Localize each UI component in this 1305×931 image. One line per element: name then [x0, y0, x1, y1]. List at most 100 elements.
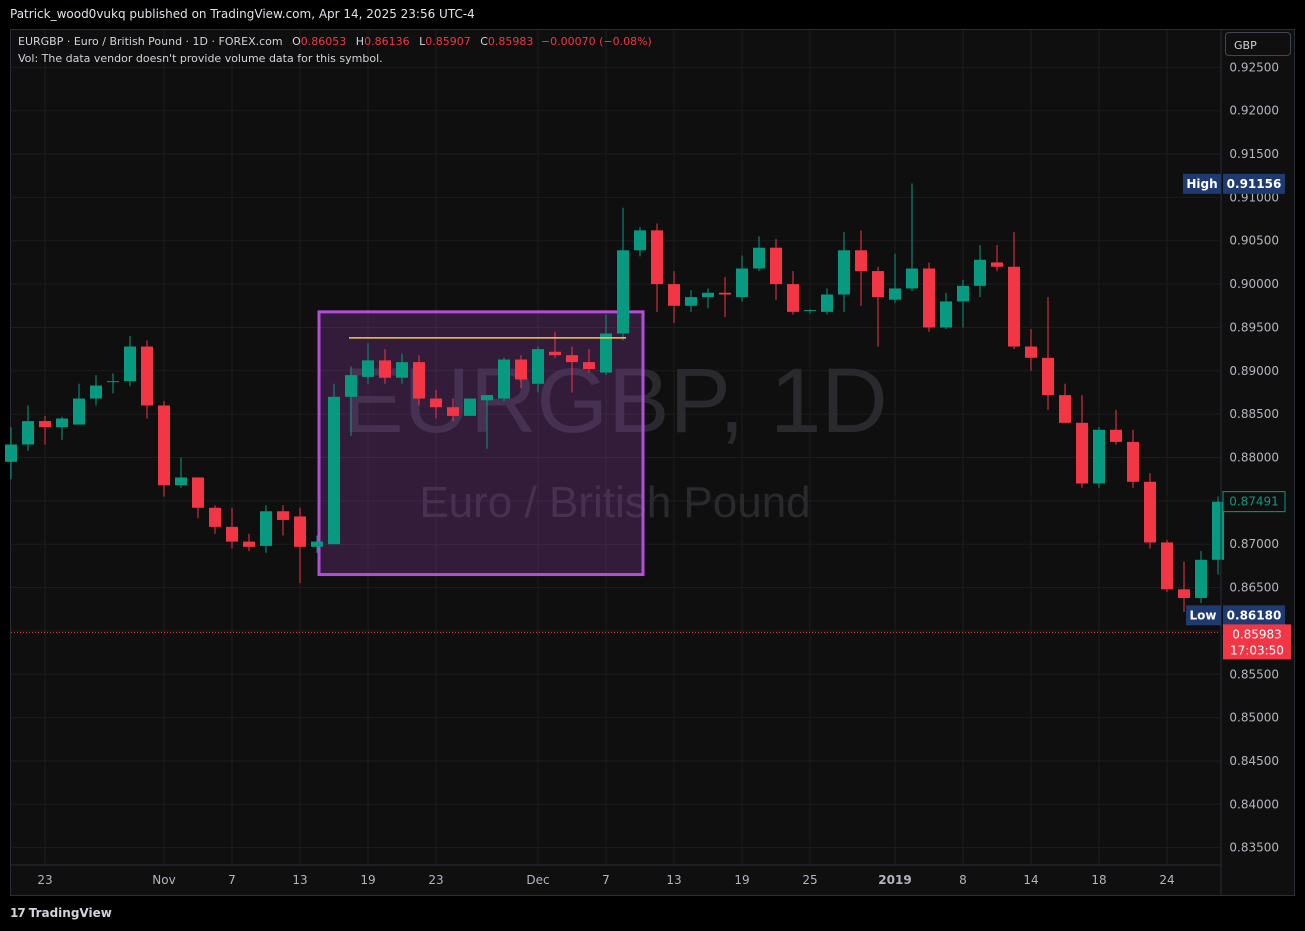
low-label-badge	[1186, 605, 1221, 626]
time-tick-label: 7	[228, 873, 236, 887]
time-tick-label: 18	[1091, 873, 1106, 887]
time-tick-label: 8	[959, 873, 967, 887]
time-tick-label: 19	[734, 873, 749, 887]
change-value: −0.00070 (−0.08%)	[540, 35, 652, 48]
low-label: L	[419, 35, 426, 48]
high-label: H	[355, 35, 365, 48]
candle-body-down	[413, 362, 425, 399]
candle-body-up	[56, 418, 68, 428]
time-tick-label: Nov	[152, 873, 175, 887]
candle-body-down	[1110, 429, 1122, 442]
candle-body-up	[260, 511, 272, 546]
candle-body-up	[1212, 501, 1224, 560]
candle-body-up	[481, 395, 493, 401]
candle-body-up	[906, 268, 918, 289]
high-value-badge	[1223, 173, 1285, 194]
candle-body-up	[107, 381, 119, 383]
candle-body-down	[1076, 422, 1088, 484]
candle-body-up	[532, 349, 544, 384]
candle-body-down	[1042, 357, 1054, 396]
candle-body-up	[175, 477, 187, 486]
candle-body-down	[651, 230, 663, 285]
candle-body-down	[226, 526, 238, 542]
candle-body-down	[1059, 395, 1071, 423]
high-value-text: 0.91156	[1227, 177, 1282, 191]
candle-body-down	[719, 292, 731, 295]
price-tick-label: 0.84000	[1229, 797, 1279, 811]
candle-body-up	[957, 285, 969, 302]
currency-button[interactable]: GBP	[1225, 32, 1291, 56]
candle-body-up	[1195, 559, 1207, 598]
candle-body-up	[396, 362, 408, 378]
candle-body-down	[39, 421, 51, 428]
price-tick-label: 0.88500	[1229, 407, 1279, 421]
candle-body-up	[90, 385, 102, 399]
close-value: 0.85983	[487, 35, 534, 48]
low-value-badge	[1223, 605, 1285, 626]
candle-body-down	[1025, 346, 1037, 358]
candle-body-down	[1161, 542, 1173, 590]
candle-body-up	[362, 360, 374, 377]
publish-info: Patrick_wood0vukq published on TradingVi…	[10, 7, 475, 21]
symbol-legend: EURGBP · Euro / British Pound · 1D · FOR…	[18, 35, 652, 48]
candle-body-up	[634, 230, 646, 251]
candle-body-up	[1093, 429, 1105, 484]
candle-body-down	[855, 250, 867, 272]
price-tick-label: 0.84500	[1229, 754, 1279, 768]
candle-body-up	[889, 288, 901, 300]
price-tick-label: 0.91500	[1229, 147, 1279, 161]
candle-body-down	[243, 541, 255, 547]
publish-bar: Patrick_wood0vukq published on TradingVi…	[0, 0, 1305, 28]
open-label: O	[292, 35, 301, 48]
candle-body-down	[787, 284, 799, 312]
price-tick-label: 0.91000	[1229, 190, 1279, 204]
footer-bar	[0, 897, 1305, 931]
candle-body-down	[379, 360, 391, 378]
time-tick-label: 25	[802, 873, 817, 887]
candle-body-down	[158, 405, 170, 486]
time-tick-label: 23	[37, 873, 52, 887]
low-value: 0.85907	[425, 35, 471, 48]
low-label-text: Low	[1190, 608, 1217, 622]
candle-body-up	[702, 292, 714, 298]
volume-note: Vol: The data vendor doesn't provide vol…	[18, 52, 383, 65]
price-tick-label: 0.85000	[1229, 711, 1279, 725]
price-tick-label: 0.92000	[1229, 104, 1279, 118]
candle-body-down	[923, 268, 935, 328]
symbol-line[interactable]: EURGBP · Euro / British Pound · 1D · FOR…	[18, 35, 283, 48]
candle-body-down	[141, 346, 153, 406]
price-tick-label: 0.88000	[1229, 451, 1279, 465]
candle-body-down	[872, 271, 884, 298]
candle-body-up	[617, 250, 629, 334]
candle-body-up	[124, 346, 136, 382]
candle-body-down	[991, 262, 1003, 267]
candle-body-down	[277, 511, 289, 520]
price-tick-label: 0.90000	[1229, 277, 1279, 291]
candle-body-up	[311, 541, 323, 547]
candle-body-down	[209, 507, 221, 527]
candle-body-up	[974, 259, 986, 286]
current-price-text: 0.85983	[1232, 627, 1282, 641]
price-tick-label: 0.89500	[1229, 320, 1279, 334]
candle-body-down	[1008, 266, 1020, 347]
price-tick-label: 0.86500	[1229, 581, 1279, 595]
candle-body-up	[940, 301, 952, 328]
candle-body-up	[22, 421, 34, 445]
candle-body-down	[515, 359, 527, 380]
candle-body-up	[804, 310, 816, 312]
price-tick-label: 0.92500	[1229, 60, 1279, 74]
tradingview-logo[interactable]: 17 TradingView	[10, 906, 112, 920]
time-tick-label: 13	[666, 873, 681, 887]
candle-body-down	[447, 407, 459, 416]
candle-body-up	[498, 359, 510, 399]
price-tick-label: 0.85500	[1229, 667, 1279, 681]
open-value: 0.86053	[300, 35, 347, 48]
candle-body-up	[5, 444, 17, 462]
candle-body-up	[464, 398, 476, 416]
low-value-text: 0.86180	[1227, 608, 1282, 622]
last-value-badge	[1222, 491, 1286, 513]
candle-body-up	[345, 375, 357, 397]
price-tick-label: 0.83500	[1229, 841, 1279, 855]
candle-body-down	[430, 398, 442, 408]
